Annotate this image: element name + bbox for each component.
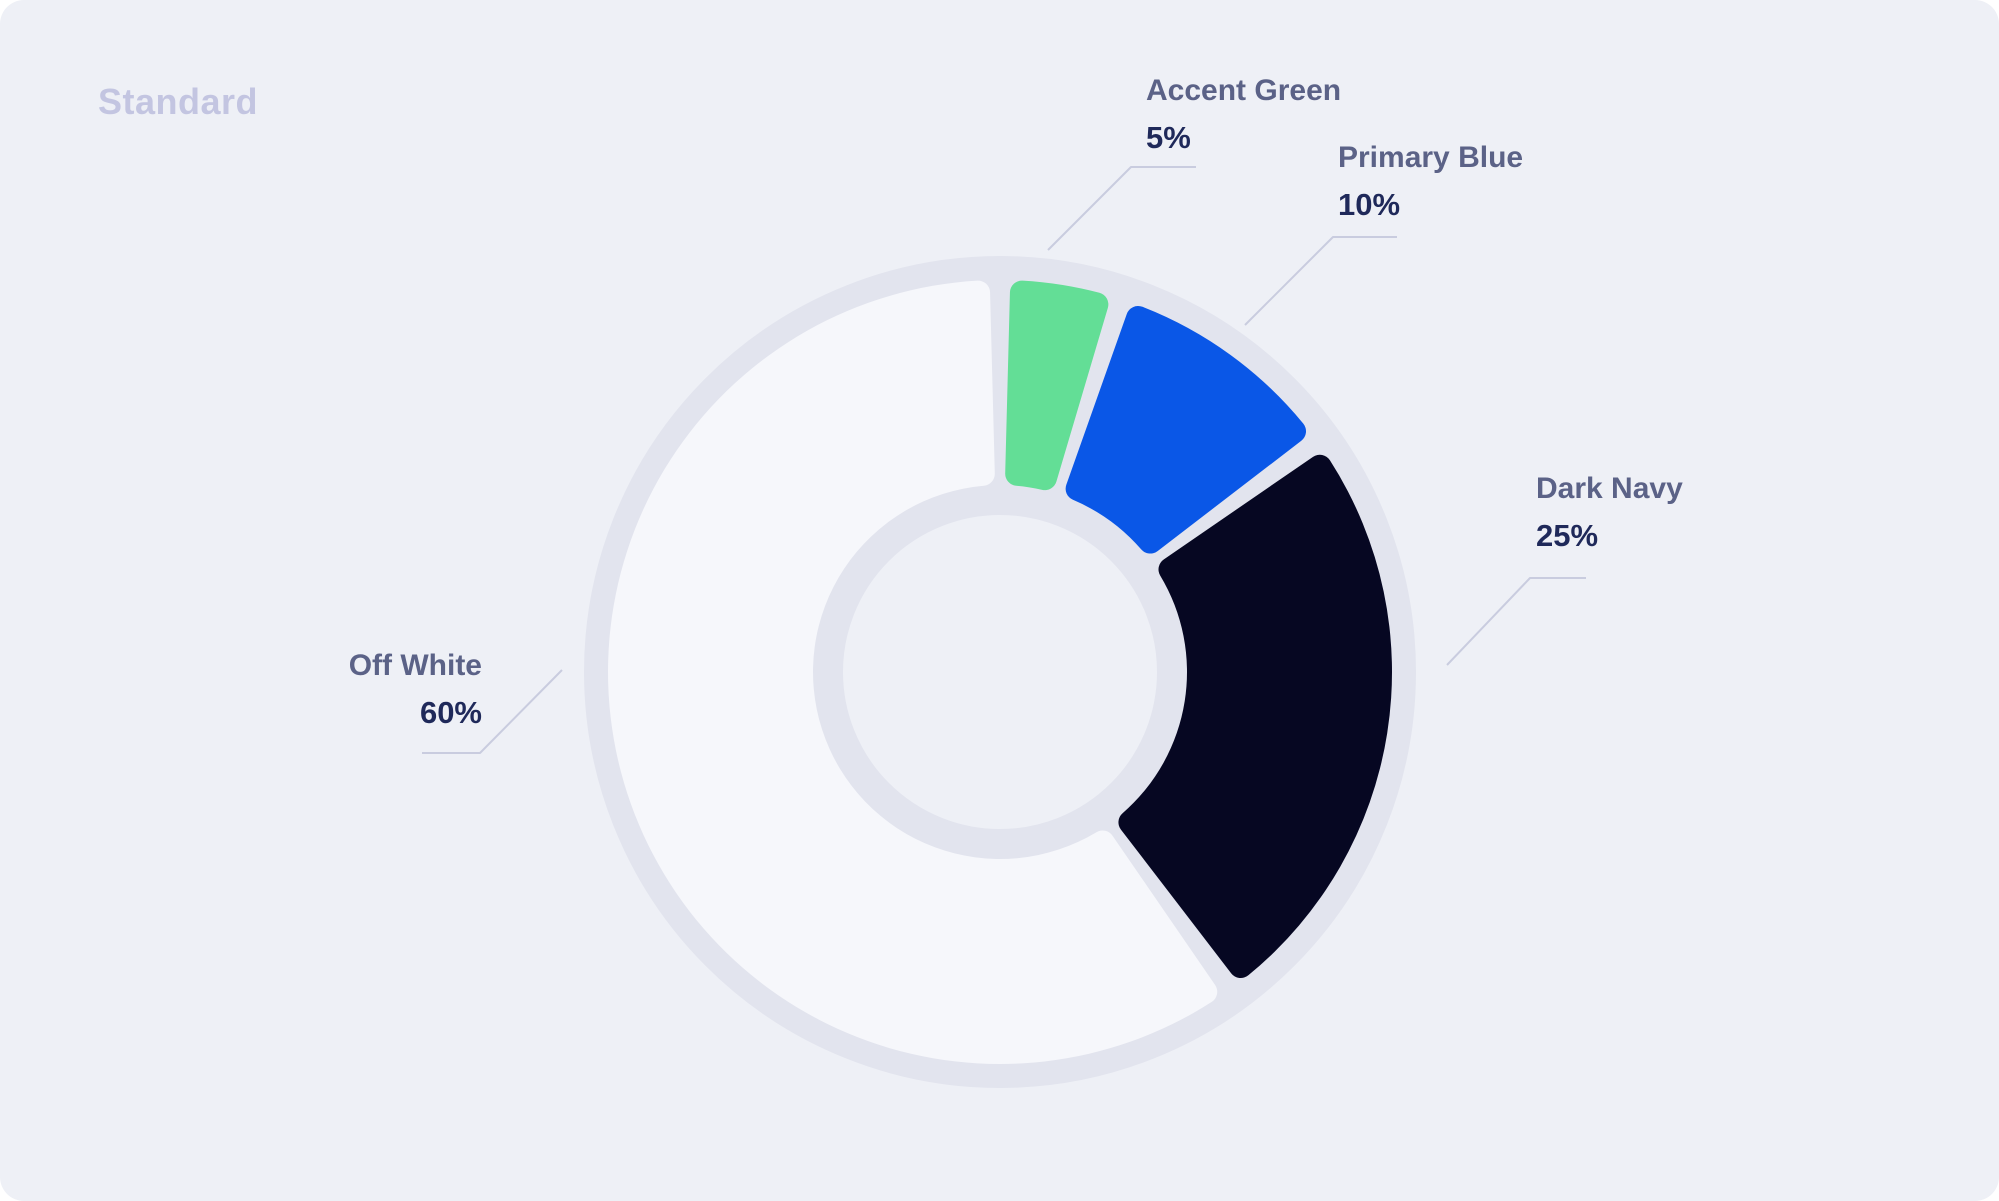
label-primary-blue: Primary Blue 10% bbox=[1338, 141, 1524, 222]
slice-label-name: Accent Green bbox=[1146, 74, 1342, 107]
slice-label-value: 10% bbox=[1338, 187, 1401, 222]
donut-slice-accent-green[interactable] bbox=[1005, 280, 1109, 491]
leader-line-dark-navy bbox=[1446, 577, 1586, 666]
card-title: Standard bbox=[98, 81, 259, 122]
leader-line-primary-blue bbox=[1244, 236, 1397, 326]
slice-label-value: 5% bbox=[1146, 120, 1191, 155]
slice-label-name: Dark Navy bbox=[1536, 472, 1683, 505]
label-off-white: Off White 60% bbox=[0, 649, 482, 730]
slice-label-value: 25% bbox=[1536, 518, 1599, 553]
label-dark-navy: Dark Navy 25% bbox=[1536, 472, 1683, 553]
donut-slice-primary-blue[interactable] bbox=[1065, 305, 1307, 554]
donut-slice-off-white[interactable] bbox=[608, 280, 1218, 1064]
label-accent-green: Accent Green 5% bbox=[1146, 74, 1342, 155]
slice-label-name: Off White bbox=[348, 649, 482, 682]
leader-line-off-white bbox=[422, 669, 563, 754]
leader-line-accent-green bbox=[1047, 166, 1196, 251]
slice-label-name: Primary Blue bbox=[1338, 141, 1524, 174]
donut-slice-dark-navy[interactable] bbox=[1118, 454, 1393, 979]
slice-label-value: 60% bbox=[419, 695, 482, 730]
